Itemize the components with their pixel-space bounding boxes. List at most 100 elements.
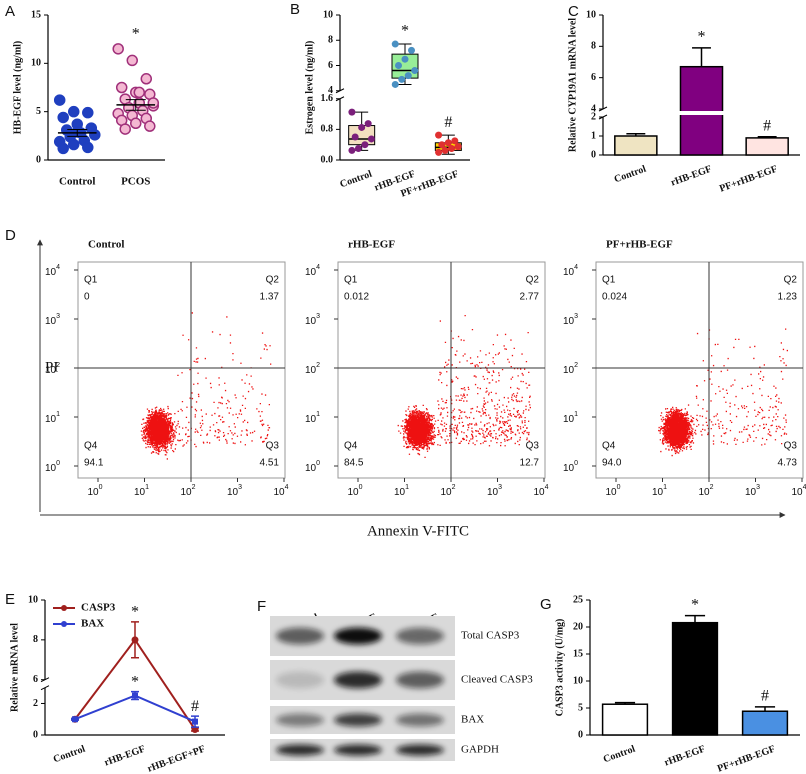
quadrant-label: Q2 [266, 275, 280, 286]
significance-marker: * [698, 29, 706, 46]
bar [671, 621, 719, 736]
quadrant-label: Q2 [784, 275, 798, 286]
tick-base: 10 [563, 316, 575, 327]
significance-marker: * [131, 604, 139, 621]
y-tick-label: 10 [573, 675, 583, 686]
flow-x-tick-label: 104 [533, 484, 548, 498]
x-tick-label: PCOS [121, 176, 150, 188]
x-tick-label: rHB-EGF [669, 164, 713, 189]
band [276, 713, 324, 727]
point [82, 141, 94, 154]
flow-y-tick-label: 101 [45, 411, 60, 425]
point [444, 139, 452, 147]
tick-base: 10 [791, 487, 803, 498]
y-tick-label: 6 [591, 72, 596, 83]
tick-base: 10 [347, 487, 359, 498]
y-tick-label: 0 [33, 729, 38, 740]
point [451, 137, 459, 145]
flow-y-tick-label: 103 [45, 313, 60, 327]
tick-base: 10 [305, 463, 317, 474]
tick-base: 10 [45, 365, 57, 376]
quadrant-value: 2.77 [520, 292, 540, 303]
flow-title: rHB-EGF [348, 239, 395, 251]
flow-x-tick-label: 101 [652, 484, 667, 498]
band [396, 744, 444, 756]
tick-exponent: 0 [99, 484, 103, 491]
tick-exponent: 0 [574, 460, 578, 467]
quadrant-value: 94.0 [602, 458, 622, 469]
panel-label: C [568, 3, 579, 20]
x-tick-label: PF+rHB-EGF [718, 164, 779, 195]
flow-x-tick-label: 100 [605, 484, 620, 498]
tick-exponent: 1 [316, 411, 320, 418]
quadrant-label: Q4 [602, 441, 616, 452]
point [133, 86, 146, 99]
y-tick-label: 0 [36, 154, 41, 165]
flow-x-tick-label: 103 [227, 484, 242, 498]
x-tick-label: rHB-EGF [103, 744, 147, 769]
flow-x-tick-label: 104 [273, 484, 288, 498]
point [411, 67, 419, 75]
bar [745, 137, 789, 156]
flow-x-tick-label: 102 [180, 484, 195, 498]
quadrant-value: 12.7 [520, 458, 540, 469]
error-bar [692, 47, 711, 67]
tick-base: 10 [227, 487, 239, 498]
band [396, 671, 444, 689]
y-tick-label: 2 [33, 698, 38, 709]
tick-base: 10 [563, 365, 575, 376]
tick-exponent: 2 [192, 484, 196, 491]
x-tick-label: Control [339, 169, 374, 191]
band [396, 713, 444, 727]
flow-frame [77, 261, 286, 479]
y-tick-label: 5 [578, 702, 583, 713]
quadrant-value: 1.23 [778, 292, 798, 303]
flow-x-tick-label: 104 [791, 484, 806, 498]
point [348, 146, 356, 154]
point [144, 120, 156, 132]
significance-marker: * [691, 596, 699, 613]
quadrant-value: 94.1 [84, 458, 104, 469]
tick-exponent: 3 [238, 484, 242, 491]
quadrant-label: Q4 [344, 441, 358, 452]
point [367, 135, 375, 143]
tick-base: 10 [563, 414, 575, 425]
tick-base: 10 [563, 463, 575, 474]
significance-marker: # [444, 114, 452, 131]
point [119, 123, 131, 135]
tick-exponent: 4 [803, 484, 806, 491]
axis-break [40, 685, 50, 691]
error-bar [67, 129, 88, 137]
band-label: Total CASP3 [461, 630, 520, 642]
point [391, 80, 399, 88]
y-tick-label: 8 [328, 35, 333, 46]
point [438, 141, 446, 149]
point [67, 138, 80, 151]
x-tick-label: rHB-EGF [663, 744, 707, 769]
tick-exponent: 3 [498, 484, 502, 491]
flow-y-tick-label: 100 [305, 460, 320, 474]
tick-base: 10 [180, 487, 192, 498]
point [115, 81, 128, 94]
tick-base: 10 [533, 487, 545, 498]
flow-y-tick-label: 101 [563, 411, 578, 425]
y-tick-label: 10 [31, 58, 41, 69]
tick-exponent: 0 [56, 460, 60, 467]
quadrant-value: 84.5 [344, 458, 364, 469]
point [361, 141, 369, 149]
bar [614, 135, 658, 156]
quadrant-value: 0.012 [344, 292, 369, 303]
significance-marker: * [132, 26, 140, 43]
bar [601, 703, 649, 736]
quadrant-value: 4.73 [778, 458, 798, 469]
tick-exponent: 1 [56, 411, 60, 418]
flow-x-tick-label: 100 [347, 484, 362, 498]
tick-base: 10 [134, 487, 146, 498]
tick-base: 10 [45, 414, 57, 425]
tick-base: 10 [305, 365, 317, 376]
x-tick-label: rHB-EGF+PF [146, 744, 207, 774]
panel-label: D [5, 227, 16, 244]
quadrant-value: 0.024 [602, 292, 627, 303]
legend-label: CASP3 [81, 602, 116, 614]
tick-exponent: 0 [359, 484, 363, 491]
